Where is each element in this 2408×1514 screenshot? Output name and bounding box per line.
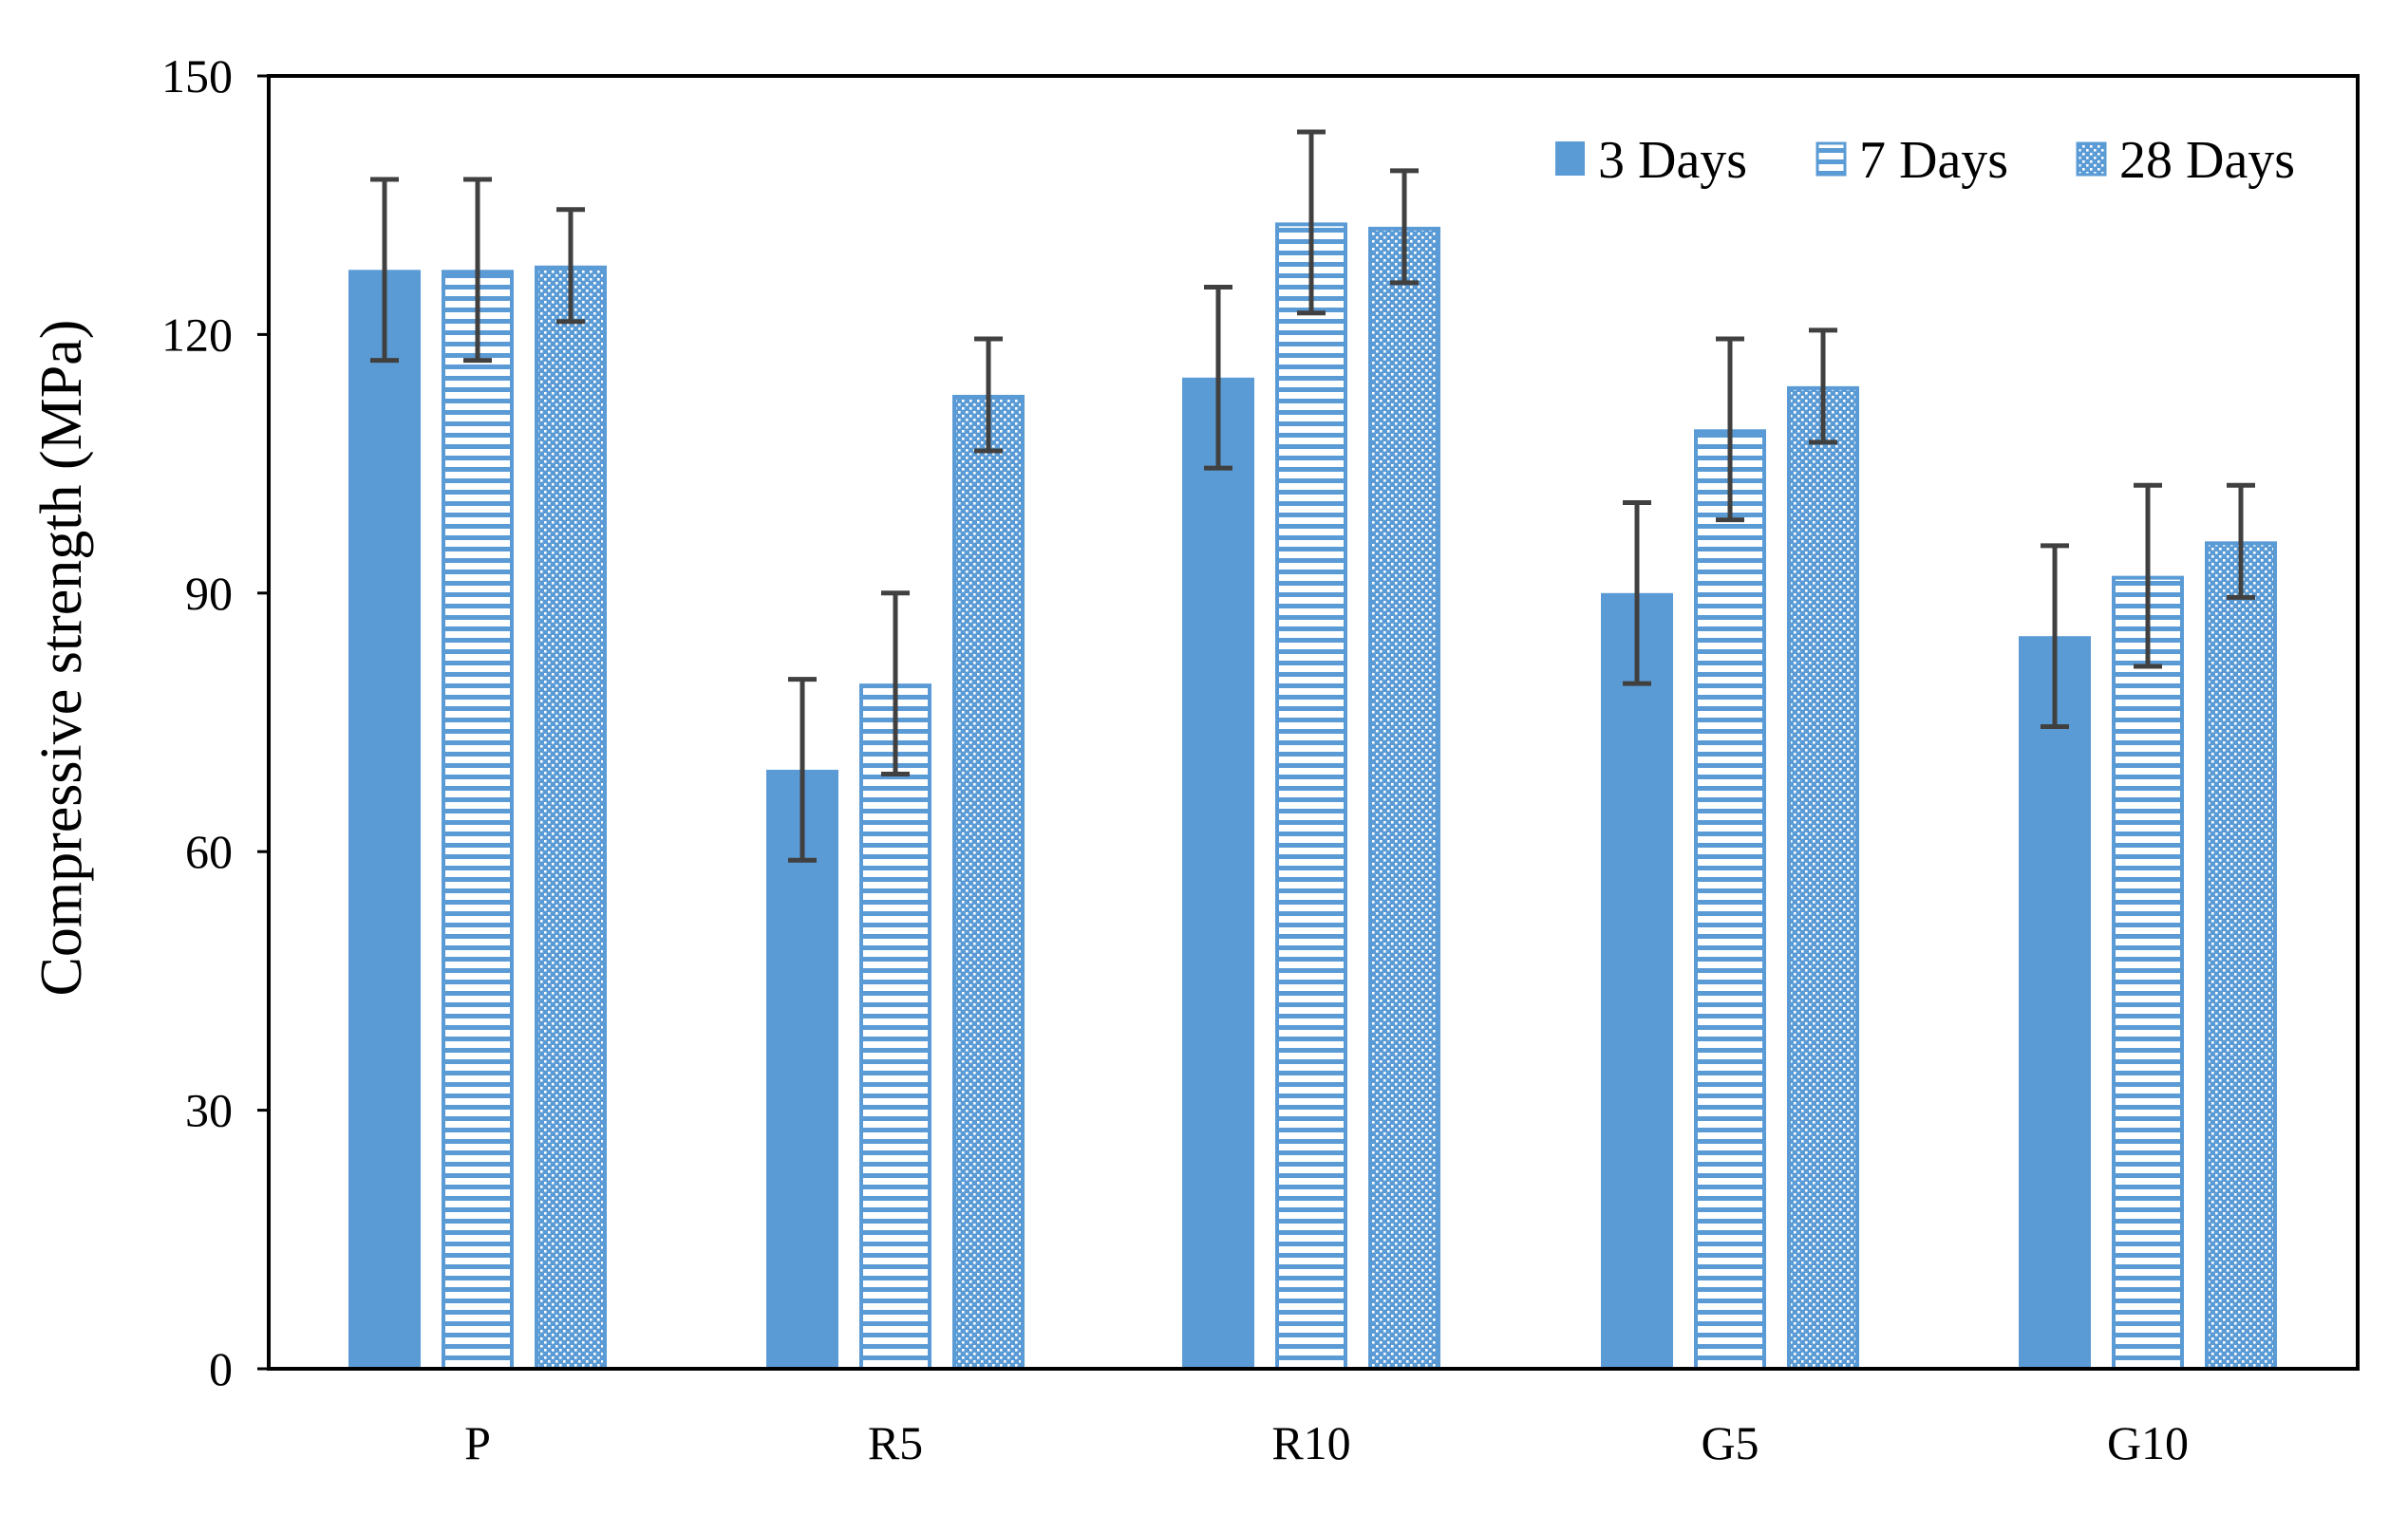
error-bars (370, 129, 2255, 863)
legend: 3 Days 7 Days 28 Days (1555, 131, 2295, 190)
bar-28-days-r10 (1368, 226, 1440, 1371)
error-bar (881, 590, 910, 776)
x-category-label: G5 (1701, 1416, 1759, 1469)
legend-swatch-3-days (1555, 141, 1585, 176)
bar-7-days-g10 (2112, 575, 2184, 1371)
error-bar (2041, 543, 2069, 730)
legend-swatch-7-days (1815, 141, 1847, 177)
error-bar (1297, 129, 1326, 316)
error-bar (370, 177, 399, 364)
y-tick-label: 60 (185, 825, 233, 878)
error-bar (1716, 336, 1744, 523)
error-bar (1623, 499, 1651, 686)
error-bar (2227, 482, 2255, 600)
error-bar (556, 207, 585, 325)
bar-7-days-r10 (1275, 222, 1347, 1372)
y-tick-label: 150 (161, 49, 233, 103)
legend-swatch-28-days (2076, 141, 2107, 177)
bar-28-days-g5 (1787, 385, 1859, 1371)
x-axis-category-labels: P R5 R10 G5 G10 (464, 1416, 2189, 1469)
error-bar (2134, 482, 2162, 669)
bar-28-days-p (535, 265, 607, 1371)
y-axis-ticks: 0 30 60 90 120 150 (161, 49, 269, 1395)
bar-28-days-r5 (952, 394, 1025, 1372)
legend-label-7-days: 7 Days (1859, 131, 2008, 190)
bar-7-days-r5 (859, 683, 931, 1371)
error-bar (788, 677, 817, 863)
bar-series (348, 222, 2277, 1372)
bar-7-days-g5 (1694, 429, 1766, 1371)
bar-3-days-g5 (1601, 592, 1673, 1369)
y-tick-label: 30 (185, 1084, 233, 1137)
bar-3-days-p (348, 270, 421, 1369)
y-axis-title: Compressive strength (MPa) (29, 320, 94, 997)
legend-label-3-days: 3 Days (1598, 131, 1747, 190)
bar-7-days-p (442, 270, 514, 1371)
error-bar (1390, 168, 1419, 286)
error-bar (463, 177, 492, 364)
x-category-label: R5 (868, 1416, 923, 1469)
bar-3-days-r5 (766, 769, 838, 1369)
legend-label-28-days: 28 Days (2119, 131, 2295, 190)
x-category-label: G10 (2107, 1416, 2189, 1469)
bar-28-days-g10 (2205, 541, 2277, 1371)
y-tick-label: 0 (209, 1342, 233, 1395)
y-tick-label: 90 (185, 567, 233, 620)
x-category-label: P (464, 1416, 491, 1469)
plot-frame (267, 74, 2360, 1371)
error-bar (1204, 284, 1232, 471)
error-bar (974, 336, 1003, 454)
bar-3-days-r10 (1182, 377, 1254, 1369)
bar-3-days-g10 (2019, 636, 2091, 1369)
x-category-label: R10 (1271, 1416, 1350, 1469)
y-tick-label: 120 (161, 308, 233, 361)
error-bar (1809, 327, 1837, 445)
